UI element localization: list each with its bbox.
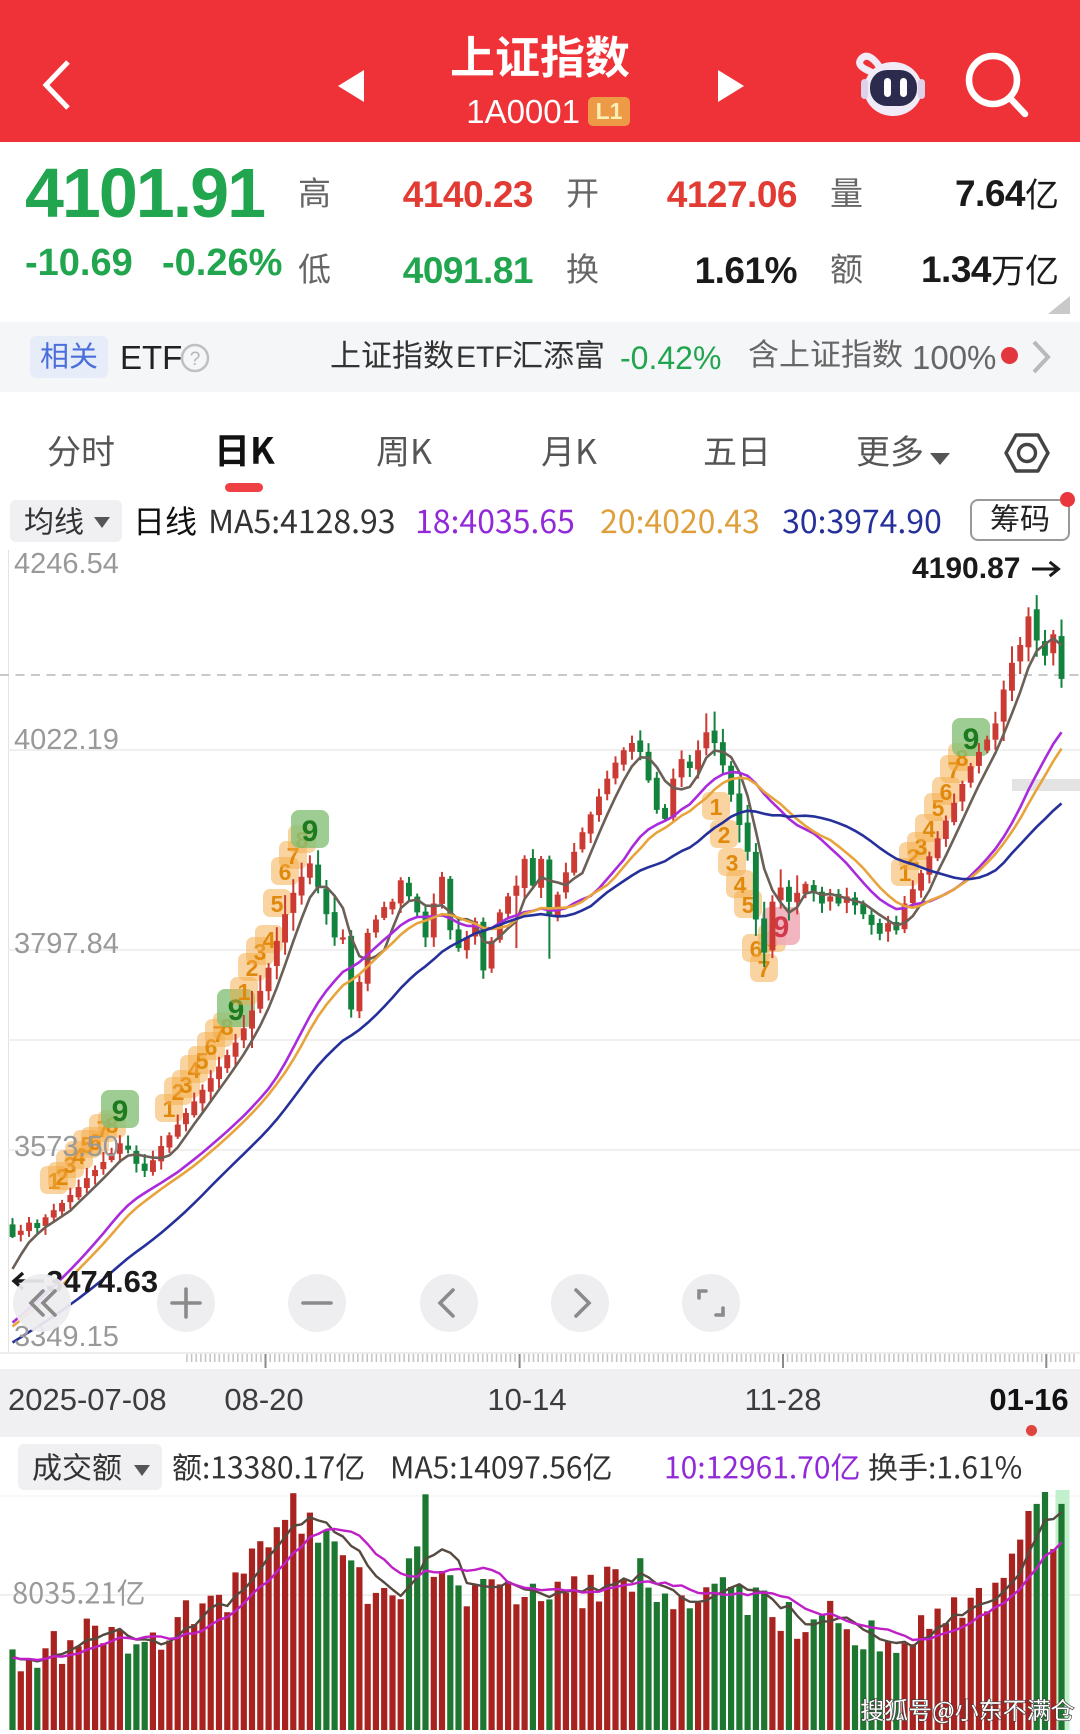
svg-text:7: 7 (758, 956, 771, 982)
svg-text:9: 9 (302, 815, 319, 848)
svg-text:9: 9 (773, 911, 790, 944)
svg-text:5: 5 (742, 892, 755, 918)
svg-text:4: 4 (923, 816, 936, 842)
svg-text:1: 1 (710, 794, 723, 820)
svg-text:5: 5 (271, 891, 284, 917)
svg-text:9: 9 (963, 723, 980, 756)
svg-text:9: 9 (112, 1095, 129, 1128)
svg-text:2: 2 (718, 822, 731, 848)
svg-text:3: 3 (726, 850, 739, 876)
svg-text:6: 6 (940, 779, 953, 805)
svg-text:?: ? (190, 349, 201, 370)
svg-text:4: 4 (263, 927, 276, 953)
svg-text:1: 1 (238, 979, 251, 1005)
